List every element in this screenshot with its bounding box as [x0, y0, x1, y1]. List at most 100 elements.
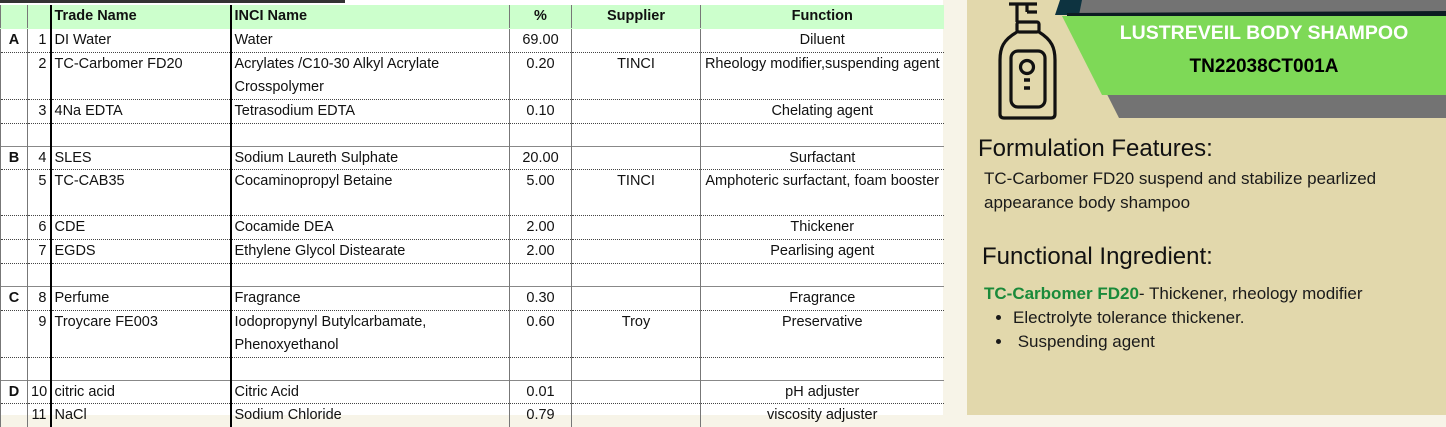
cell-inci: Fragrance: [229, 285, 510, 311]
table-row: 6 CDE Cocamide DEA 2.00 Thickener: [0, 215, 944, 240]
cell-pct: [509, 122, 572, 147]
cell-supplier: TINCI: [571, 51, 701, 100]
cell-trade: Perfume: [49, 285, 231, 311]
cell-trade: TC-CAB35: [49, 169, 231, 216]
cell-trade: TC-Carbomer FD20: [49, 51, 231, 100]
cell-pct: 0.20: [509, 51, 572, 100]
ingredient-line: TC-Carbomer FD20- Thickener, rheology mo…: [984, 282, 1363, 306]
cell-phase: [0, 403, 28, 427]
header-row: Trade Name INCI Name % Supplier Function: [0, 5, 944, 29]
cell-no: 7: [27, 239, 51, 264]
table-row: D 10 citric acid Citric Acid 0.01 pH adjuster: [0, 379, 944, 404]
cell-supplier: [571, 122, 701, 147]
table-row: A 1 DI Water Water 69.00 Diluent: [0, 28, 944, 53]
cell-phase: A: [0, 28, 28, 53]
cell-trade: DI Water: [49, 28, 231, 53]
ingredient-heading: Functional Ingredient:: [982, 243, 1213, 270]
features-text: TC-Carbomer FD20 suspend and stabilize p…: [984, 169, 1377, 212]
cell-no: 3: [27, 98, 51, 124]
cell-function: [700, 263, 944, 287]
top-border: [0, 0, 345, 3]
cell-phase: [0, 309, 28, 358]
cell-supplier: [571, 28, 701, 53]
cell-pct: 69.00: [509, 28, 572, 53]
table-row: 11 NaCl Sodium Chloride 0.79 viscosity adjus…: [0, 403, 944, 427]
cell-trade: citric acid: [49, 379, 231, 404]
table-row: C 8 Perfume Fragrance 0.30 Fragrance: [0, 285, 944, 311]
cell-pct: 0.10: [509, 98, 572, 124]
cell-pct: [509, 356, 572, 381]
product-name: LUSTREVEIL BODY SHAMPOO: [1119, 22, 1409, 44]
cell-inci: Water: [229, 28, 510, 53]
cell-no: [27, 122, 51, 147]
cell-no: [27, 356, 51, 381]
table-row: B 4 SLES Sodium Laureth Sulphate 20.00 Surfac…: [0, 145, 944, 170]
cell-function: viscosity adjuster: [700, 403, 944, 427]
cell-trade: Troycare FE003: [49, 309, 231, 358]
pump-bottle-icon: [998, 2, 1057, 120]
table-row: 2 TC-Carbomer FD20 Acrylates /C10-30 Alkyl…: [0, 51, 944, 100]
cell-supplier: [571, 263, 701, 287]
cell-function: pH adjuster: [700, 379, 944, 404]
cell-no: 5: [27, 169, 51, 216]
header-percent: %: [509, 5, 572, 29]
cell-supplier: Troy: [571, 309, 701, 358]
cell-no: [27, 263, 51, 287]
cell-pct: 2.00: [509, 215, 572, 240]
cell-supplier: [571, 145, 701, 170]
cell-pct: 20.00: [509, 145, 572, 170]
cell-inci: [229, 122, 510, 147]
ingredient-bullets: Electrolyte tolerance thickener. Suspend…: [967, 306, 1245, 354]
ingredient-name: TC-Carbomer FD20: [984, 284, 1139, 303]
cell-trade: NaCl: [49, 403, 231, 427]
cell-phase: [0, 51, 28, 100]
bullet-item: Electrolyte tolerance thickener.: [1013, 306, 1245, 330]
cell-inci: Acrylates /C10-30 Alkyl Acrylate Crosspo…: [229, 51, 510, 100]
table-row: 3 4Na EDTA Tetrasodium EDTA 0.10 Chelating a…: [0, 98, 944, 124]
cell-phase: [0, 98, 28, 124]
header-phase: [0, 5, 28, 29]
table-row: [0, 122, 944, 147]
header-function: Function: [700, 5, 944, 29]
cell-function: Thickener: [700, 215, 944, 240]
cell-phase: [0, 122, 28, 147]
cell-no: 6: [27, 215, 51, 240]
cell-inci: Sodium Laureth Sulphate: [229, 145, 510, 170]
cell-trade: [49, 356, 231, 381]
product-panel: LUSTREVEIL BODY SHAMPOO TN22038CT001A Fo…: [967, 0, 1446, 415]
cell-supplier: TINCI: [571, 169, 701, 216]
table-row: [0, 356, 944, 381]
cell-supplier: [571, 98, 701, 124]
cell-function: [700, 122, 944, 147]
cell-supplier: [571, 215, 701, 240]
cell-pct: 0.79: [509, 403, 572, 427]
cell-no: 11: [27, 403, 51, 427]
table-row: 5 TC-CAB35 Cocaminopropyl Betaine 5.00 TINCI…: [0, 169, 944, 216]
cell-inci: Sodium Chloride: [229, 403, 510, 427]
banner-graphic: [998, 0, 1446, 120]
cell-no: 10: [27, 379, 51, 404]
cell-pct: 0.01: [509, 379, 572, 404]
cell-phase: C: [0, 285, 28, 311]
cell-function: Chelating agent: [700, 98, 944, 124]
cell-phase: D: [0, 379, 28, 404]
cell-inci: [229, 263, 510, 287]
cell-supplier: [571, 403, 701, 427]
features-heading: Formulation Features:: [978, 135, 1213, 162]
product-code: TN22038CT001A: [1189, 56, 1339, 77]
cell-inci: Ethylene Glycol Distearate: [229, 239, 510, 264]
cell-no: 4: [27, 145, 51, 170]
cell-inci: Cocamide DEA: [229, 215, 510, 240]
cell-supplier: [571, 379, 701, 404]
table-row: 9 Troycare FE003 Iodopropynyl Butylcarbama…: [0, 309, 944, 358]
cell-function: Preservative: [700, 309, 944, 358]
cell-inci: Cocaminopropyl Betaine: [229, 169, 510, 216]
cell-supplier: [571, 239, 701, 264]
cell-pct: [509, 263, 572, 287]
cell-pct: 5.00: [509, 169, 572, 216]
cell-inci: [229, 356, 510, 381]
cell-function: Rheology modifier,suspending agent: [700, 51, 944, 100]
cell-phase: B: [0, 145, 28, 170]
cell-inci: Iodopropynyl Butylcarbamate, Phenoxyetha…: [229, 309, 510, 358]
cell-phase: [0, 356, 28, 381]
